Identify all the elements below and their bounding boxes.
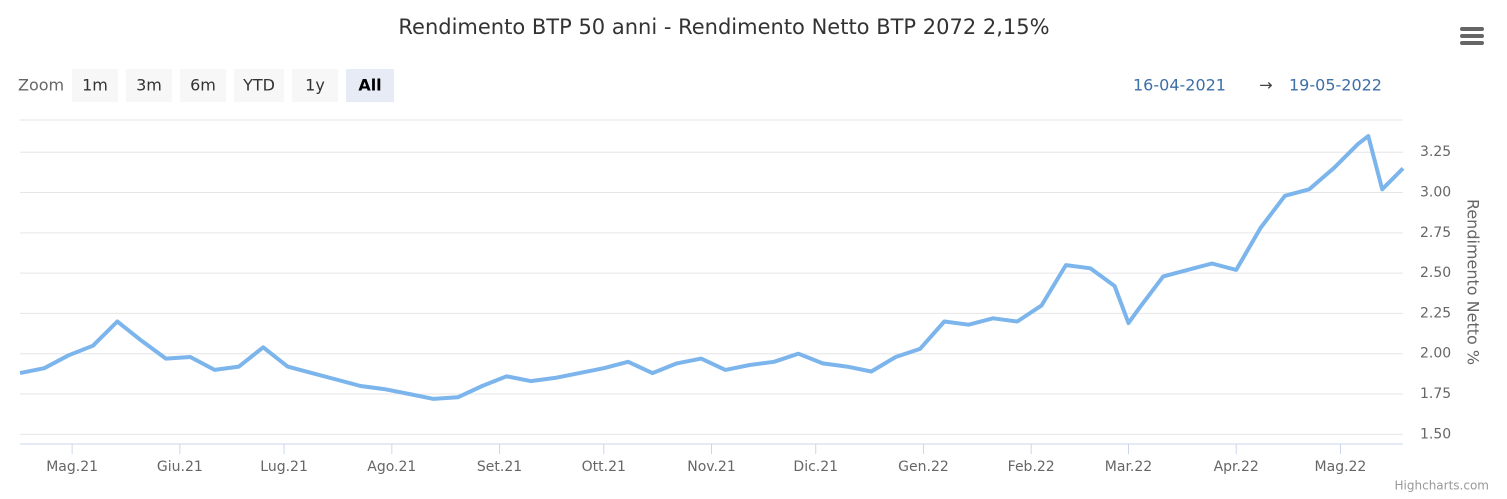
zoom-button[interactable]: 1y [292,69,338,102]
x-tick-label: Ott.21 [582,459,626,475]
x-tick-label: Lug.21 [260,459,308,475]
zoom-button-bg [180,69,226,102]
chart-title: Rendimento BTP 50 anni - Rendimento Nett… [398,15,1049,39]
zoom-button[interactable]: 1m [72,69,118,102]
x-tick-label: Set.21 [477,459,522,475]
range-arrow: → [1259,76,1272,95]
x-tick-label: Mar.22 [1105,459,1152,475]
range-from[interactable]: 16-04-2021 [1133,76,1226,95]
credits[interactable]: Highcharts.com [1395,479,1489,493]
y-tick-label: 2.25 [1420,305,1451,321]
y-tick-label: 1.50 [1420,426,1451,442]
zoom-button-label: All [358,76,381,95]
x-tick-label: Gen.22 [898,459,949,475]
zoom-button-label: YTD [242,76,275,95]
zoom-label: Zoom [18,76,64,95]
zoom-button[interactable]: YTD [234,69,284,102]
series-line [19,134,1405,401]
y-tick-label: 3.25 [1420,144,1451,160]
zoom-button-label: 3m [136,76,162,95]
zoom-button-bg [234,69,284,102]
y-tick-label: 2.75 [1420,225,1451,241]
zoom-button[interactable]: All [346,69,394,102]
menu-bar [1460,27,1484,31]
x-tick-label: Mag.22 [1315,459,1367,475]
x-tick-label: Apr.22 [1214,459,1259,475]
x-tick-label: Giu.21 [157,459,203,475]
zoom-button-label: 1m [82,76,108,95]
y-tick-label: 1.75 [1420,386,1451,402]
zoom-button-bg [126,69,172,102]
zoom-button-bg [72,69,118,102]
zoom-button-label: 6m [190,76,216,95]
y-tick-label: 2.50 [1420,265,1451,281]
menu-button[interactable] [1460,27,1484,45]
y-axis-title: Rendimento Netto % [1464,199,1483,365]
x-tick-label: Nov.21 [687,459,736,475]
zoom-button-bg [292,69,338,102]
zoom-button[interactable]: 3m [126,69,172,102]
y-tick-label: 3.00 [1420,185,1451,201]
zoom-button-bg [346,69,394,102]
range-to[interactable]: 19-05-2022 [1289,76,1382,95]
y-tick-label: 2.00 [1420,346,1451,362]
x-tick-label: Mag.21 [46,459,98,475]
x-tick-label: Feb.22 [1008,459,1055,475]
x-tick-label: Ago.21 [367,459,416,475]
menu-bar [1460,34,1484,38]
x-tick-label: Dic.21 [793,459,838,475]
menu-bar [1460,41,1484,45]
zoom-button[interactable]: 6m [180,69,226,102]
zoom-button-label: 1y [305,76,325,95]
